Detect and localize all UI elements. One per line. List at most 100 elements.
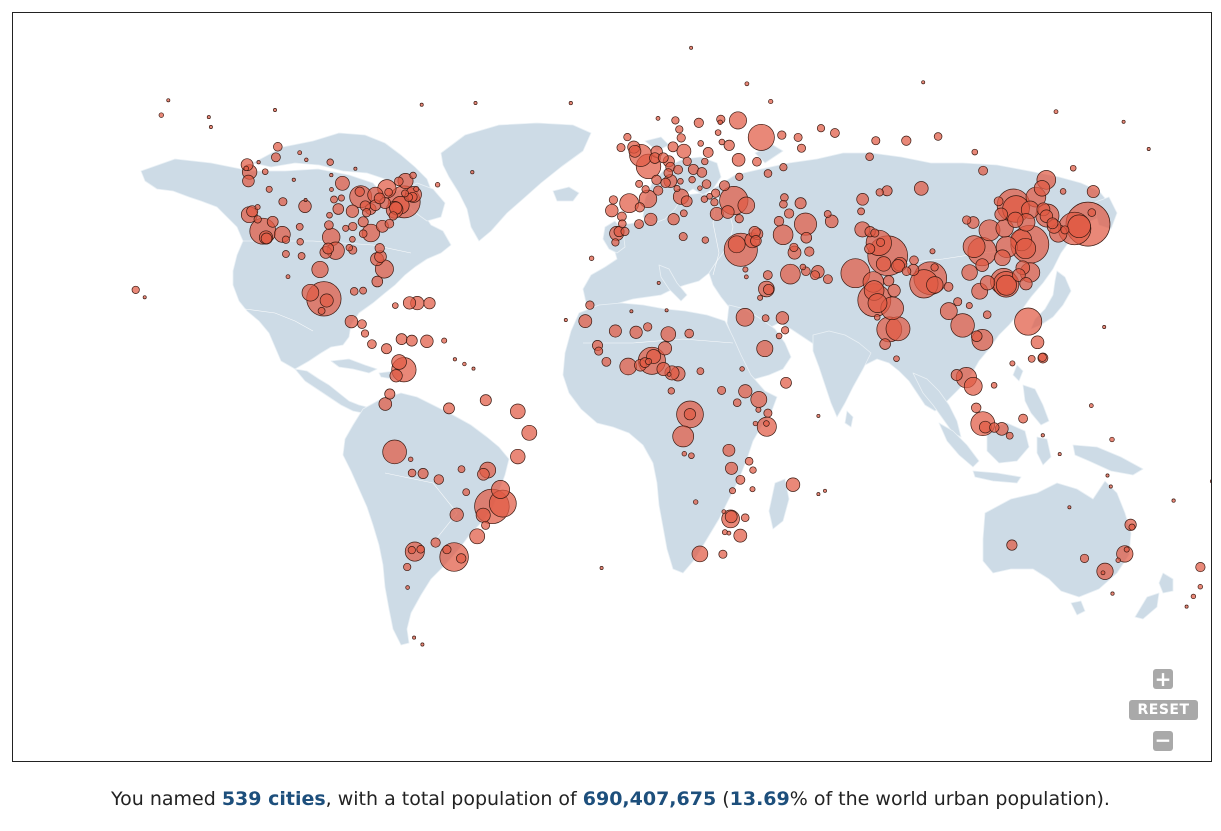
city-marker[interactable]: Regina <box>304 157 309 162</box>
city-marker[interactable]: Timbuktu <box>629 309 634 314</box>
city-marker[interactable]: Hobart <box>1110 591 1115 596</box>
city-marker[interactable]: Portland ME <box>413 186 420 192</box>
city-marker[interactable]: Medina <box>762 270 773 280</box>
city-marker[interactable]: Edmonton <box>273 142 283 152</box>
city-marker[interactable]: Suva <box>1209 479 1211 483</box>
city-marker[interactable]: Kingston <box>392 302 399 309</box>
city-marker[interactable]: Barranquilla <box>395 333 408 345</box>
city-marker[interactable]: Novosibirsk <box>901 135 912 146</box>
city-marker[interactable]: Skopje <box>706 193 713 200</box>
city-marker[interactable]: Cleveland <box>373 192 386 205</box>
city-marker[interactable]: Medan <box>950 369 963 382</box>
city-marker[interactable]: Dakar <box>578 314 593 328</box>
city-marker[interactable]: Guiyang <box>975 258 989 272</box>
city-marker[interactable]: Spokane <box>261 168 269 175</box>
city-marker[interactable]: Concepción <box>403 562 412 572</box>
city-marker[interactable]: Baton Rouge <box>345 244 353 252</box>
city-marker[interactable]: Hong Kong <box>995 274 1017 296</box>
city-marker[interactable]: Turin <box>660 177 671 189</box>
city-marker[interactable]: Manama <box>799 263 807 271</box>
city-marker[interactable]: Odesa <box>735 172 744 181</box>
city-marker[interactable]: Freetown <box>594 346 604 356</box>
city-marker[interactable]: Medellín <box>391 354 407 370</box>
city-marker[interactable]: Magadan <box>1121 119 1126 124</box>
city-marker[interactable]: Florence <box>673 185 681 192</box>
city-marker[interactable]: Jacksonville <box>374 243 385 254</box>
city-marker[interactable]: Caracas <box>420 334 434 348</box>
city-marker[interactable]: San Juan <box>423 297 436 310</box>
city-marker[interactable]: Mogadishu <box>780 376 792 389</box>
city-marker[interactable]: Townsville <box>1108 484 1113 489</box>
city-marker[interactable]: Port Moresby <box>1109 436 1115 443</box>
city-marker[interactable]: Kota Kinabalu <box>1009 360 1016 367</box>
city-marker[interactable]: Sioux Falls <box>329 187 334 192</box>
city-marker[interactable]: Luxor <box>742 266 749 273</box>
city-marker[interactable]: Nagpur <box>887 284 901 298</box>
city-marker[interactable]: Petropavlovsk <box>1146 147 1151 151</box>
city-marker[interactable]: Warsaw <box>702 147 714 158</box>
city-marker[interactable]: Agadez <box>664 308 669 313</box>
city-marker[interactable]: Kathmandu <box>909 255 919 266</box>
city-marker[interactable]: Lisbon <box>605 203 619 218</box>
city-marker[interactable]: Dili <box>1040 433 1045 438</box>
city-marker[interactable]: Perth <box>1006 539 1018 551</box>
city-marker[interactable]: Yekaterinburg <box>830 128 840 138</box>
city-marker[interactable]: Newcastle <box>1123 546 1130 553</box>
city-marker[interactable]: Whitehorse <box>206 115 211 120</box>
city-marker[interactable]: Djibouti <box>775 332 783 340</box>
city-marker[interactable]: Cusco <box>408 456 414 462</box>
city-marker[interactable]: Zurich <box>663 168 674 178</box>
city-marker[interactable]: Lyon <box>651 174 662 186</box>
city-marker[interactable]: Guwahati <box>930 263 939 272</box>
city-marker[interactable]: Adelaide <box>1079 553 1090 563</box>
city-marker[interactable]: Perm <box>816 124 826 133</box>
city-marker[interactable]: Thunder Bay <box>353 166 358 171</box>
city-marker[interactable]: Lhasa <box>929 248 936 255</box>
city-marker[interactable]: Zamboanga <box>1027 354 1036 363</box>
city-marker[interactable]: Shiraz <box>804 246 815 257</box>
city-marker[interactable]: Cape Town <box>691 545 709 563</box>
city-marker[interactable]: Lobito <box>681 451 687 457</box>
city-marker[interactable]: Muscat <box>823 274 833 285</box>
city-marker[interactable]: Omaha <box>330 195 338 204</box>
city-marker[interactable]: Kuching <box>990 382 998 389</box>
city-marker[interactable]: Khartoum <box>735 308 755 327</box>
city-marker[interactable]: Fez <box>620 227 630 236</box>
city-marker[interactable]: Milwaukee <box>354 186 365 197</box>
city-marker[interactable]: Ulaanbaatar <box>978 165 988 176</box>
city-marker[interactable]: Sarajevo <box>697 185 703 191</box>
city-marker[interactable]: Libreville <box>667 387 675 395</box>
city-marker[interactable]: Kelowna <box>256 160 261 165</box>
city-marker[interactable]: Singapore <box>963 376 983 396</box>
city-marker[interactable]: Memphis <box>348 221 358 232</box>
city-marker[interactable]: Berlin <box>676 143 692 159</box>
city-marker[interactable]: Las Vegas <box>266 215 279 228</box>
city-marker[interactable]: Florianópolis <box>481 520 491 530</box>
city-marker[interactable]: Vientiane <box>965 302 973 310</box>
city-marker[interactable]: Kyiv <box>731 153 746 167</box>
city-marker[interactable]: Mérida <box>349 287 359 296</box>
city-marker[interactable]: Guayaquil <box>378 397 393 411</box>
city-marker[interactable]: Blantyre <box>749 466 757 474</box>
city-marker[interactable]: Changsha <box>994 249 1011 267</box>
city-marker[interactable]: Saskatoon <box>297 150 303 156</box>
city-marker[interactable]: Wellington <box>1197 584 1203 590</box>
city-marker[interactable]: Murmansk <box>744 81 750 87</box>
city-marker[interactable]: Georgetown <box>452 357 457 362</box>
city-marker[interactable]: Abuja <box>657 341 673 356</box>
city-marker[interactable]: Kampala <box>738 384 753 399</box>
city-marker[interactable]: Austin <box>322 242 335 255</box>
city-marker[interactable]: Marseille <box>653 185 664 196</box>
city-marker[interactable]: Luanda <box>672 425 695 448</box>
city-marker[interactable]: Winnipeg <box>326 158 334 166</box>
city-marker[interactable]: Lilongwe <box>744 457 754 466</box>
city-marker[interactable]: Kisangani <box>717 385 727 395</box>
city-marker[interactable]: Oran <box>634 219 644 229</box>
city-marker[interactable]: La Paz <box>417 468 429 479</box>
city-marker[interactable]: Albuquerque <box>295 222 304 231</box>
city-marker[interactable]: Maputo <box>740 513 750 523</box>
city-marker[interactable]: Dushanbe <box>857 207 865 216</box>
city-marker[interactable]: Jaipur <box>875 256 892 272</box>
city-marker[interactable]: Hamburg <box>667 141 679 153</box>
city-marker[interactable]: Oklahoma City <box>324 220 334 230</box>
